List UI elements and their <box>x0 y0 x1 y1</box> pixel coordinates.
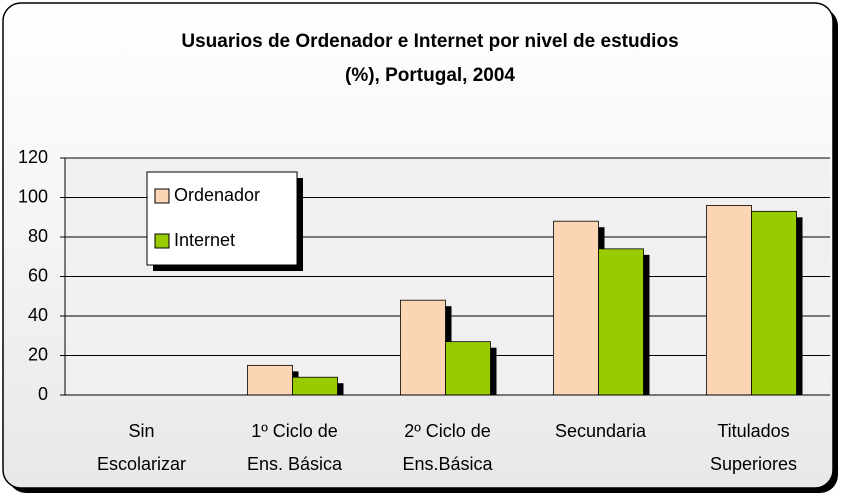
y-tick-label: 80 <box>28 226 48 246</box>
legend-swatch <box>154 188 170 204</box>
x-tick-label: 1º Ciclo de <box>251 421 338 441</box>
x-tick-label: Escolarizar <box>97 454 186 474</box>
y-tick-label: 120 <box>18 147 48 167</box>
y-tick-label: 0 <box>38 384 48 404</box>
x-tick-label: Ens. Básica <box>247 454 343 474</box>
y-tick-label: 20 <box>28 344 48 364</box>
legend-label: Ordenador <box>174 185 260 205</box>
chart-title: (%), Portugal, 2004 <box>345 65 515 86</box>
y-tick-label: 60 <box>28 265 48 285</box>
y-tick-label: 40 <box>28 305 48 325</box>
x-tick-label: Titulados <box>717 421 789 441</box>
x-tick-label: Ens.Básica <box>402 454 493 474</box>
x-tick-label: Sin <box>128 421 154 441</box>
y-tick-label: 100 <box>18 186 48 206</box>
legend-label: Internet <box>174 230 235 250</box>
bar <box>751 210 797 396</box>
bar <box>247 364 293 396</box>
x-tick-label: 2º Ciclo de <box>404 421 491 441</box>
bar <box>400 299 446 396</box>
bar <box>598 248 644 396</box>
x-tick-label: Superiores <box>710 454 797 474</box>
bar <box>292 376 338 396</box>
bar <box>445 341 491 396</box>
legend <box>146 171 298 266</box>
bar <box>553 220 599 396</box>
legend-swatch <box>154 233 170 249</box>
x-tick-label: Secundaria <box>555 421 647 441</box>
chart-title: Usuarios de Ordenador e Internet por niv… <box>181 31 678 52</box>
bar <box>706 204 752 396</box>
